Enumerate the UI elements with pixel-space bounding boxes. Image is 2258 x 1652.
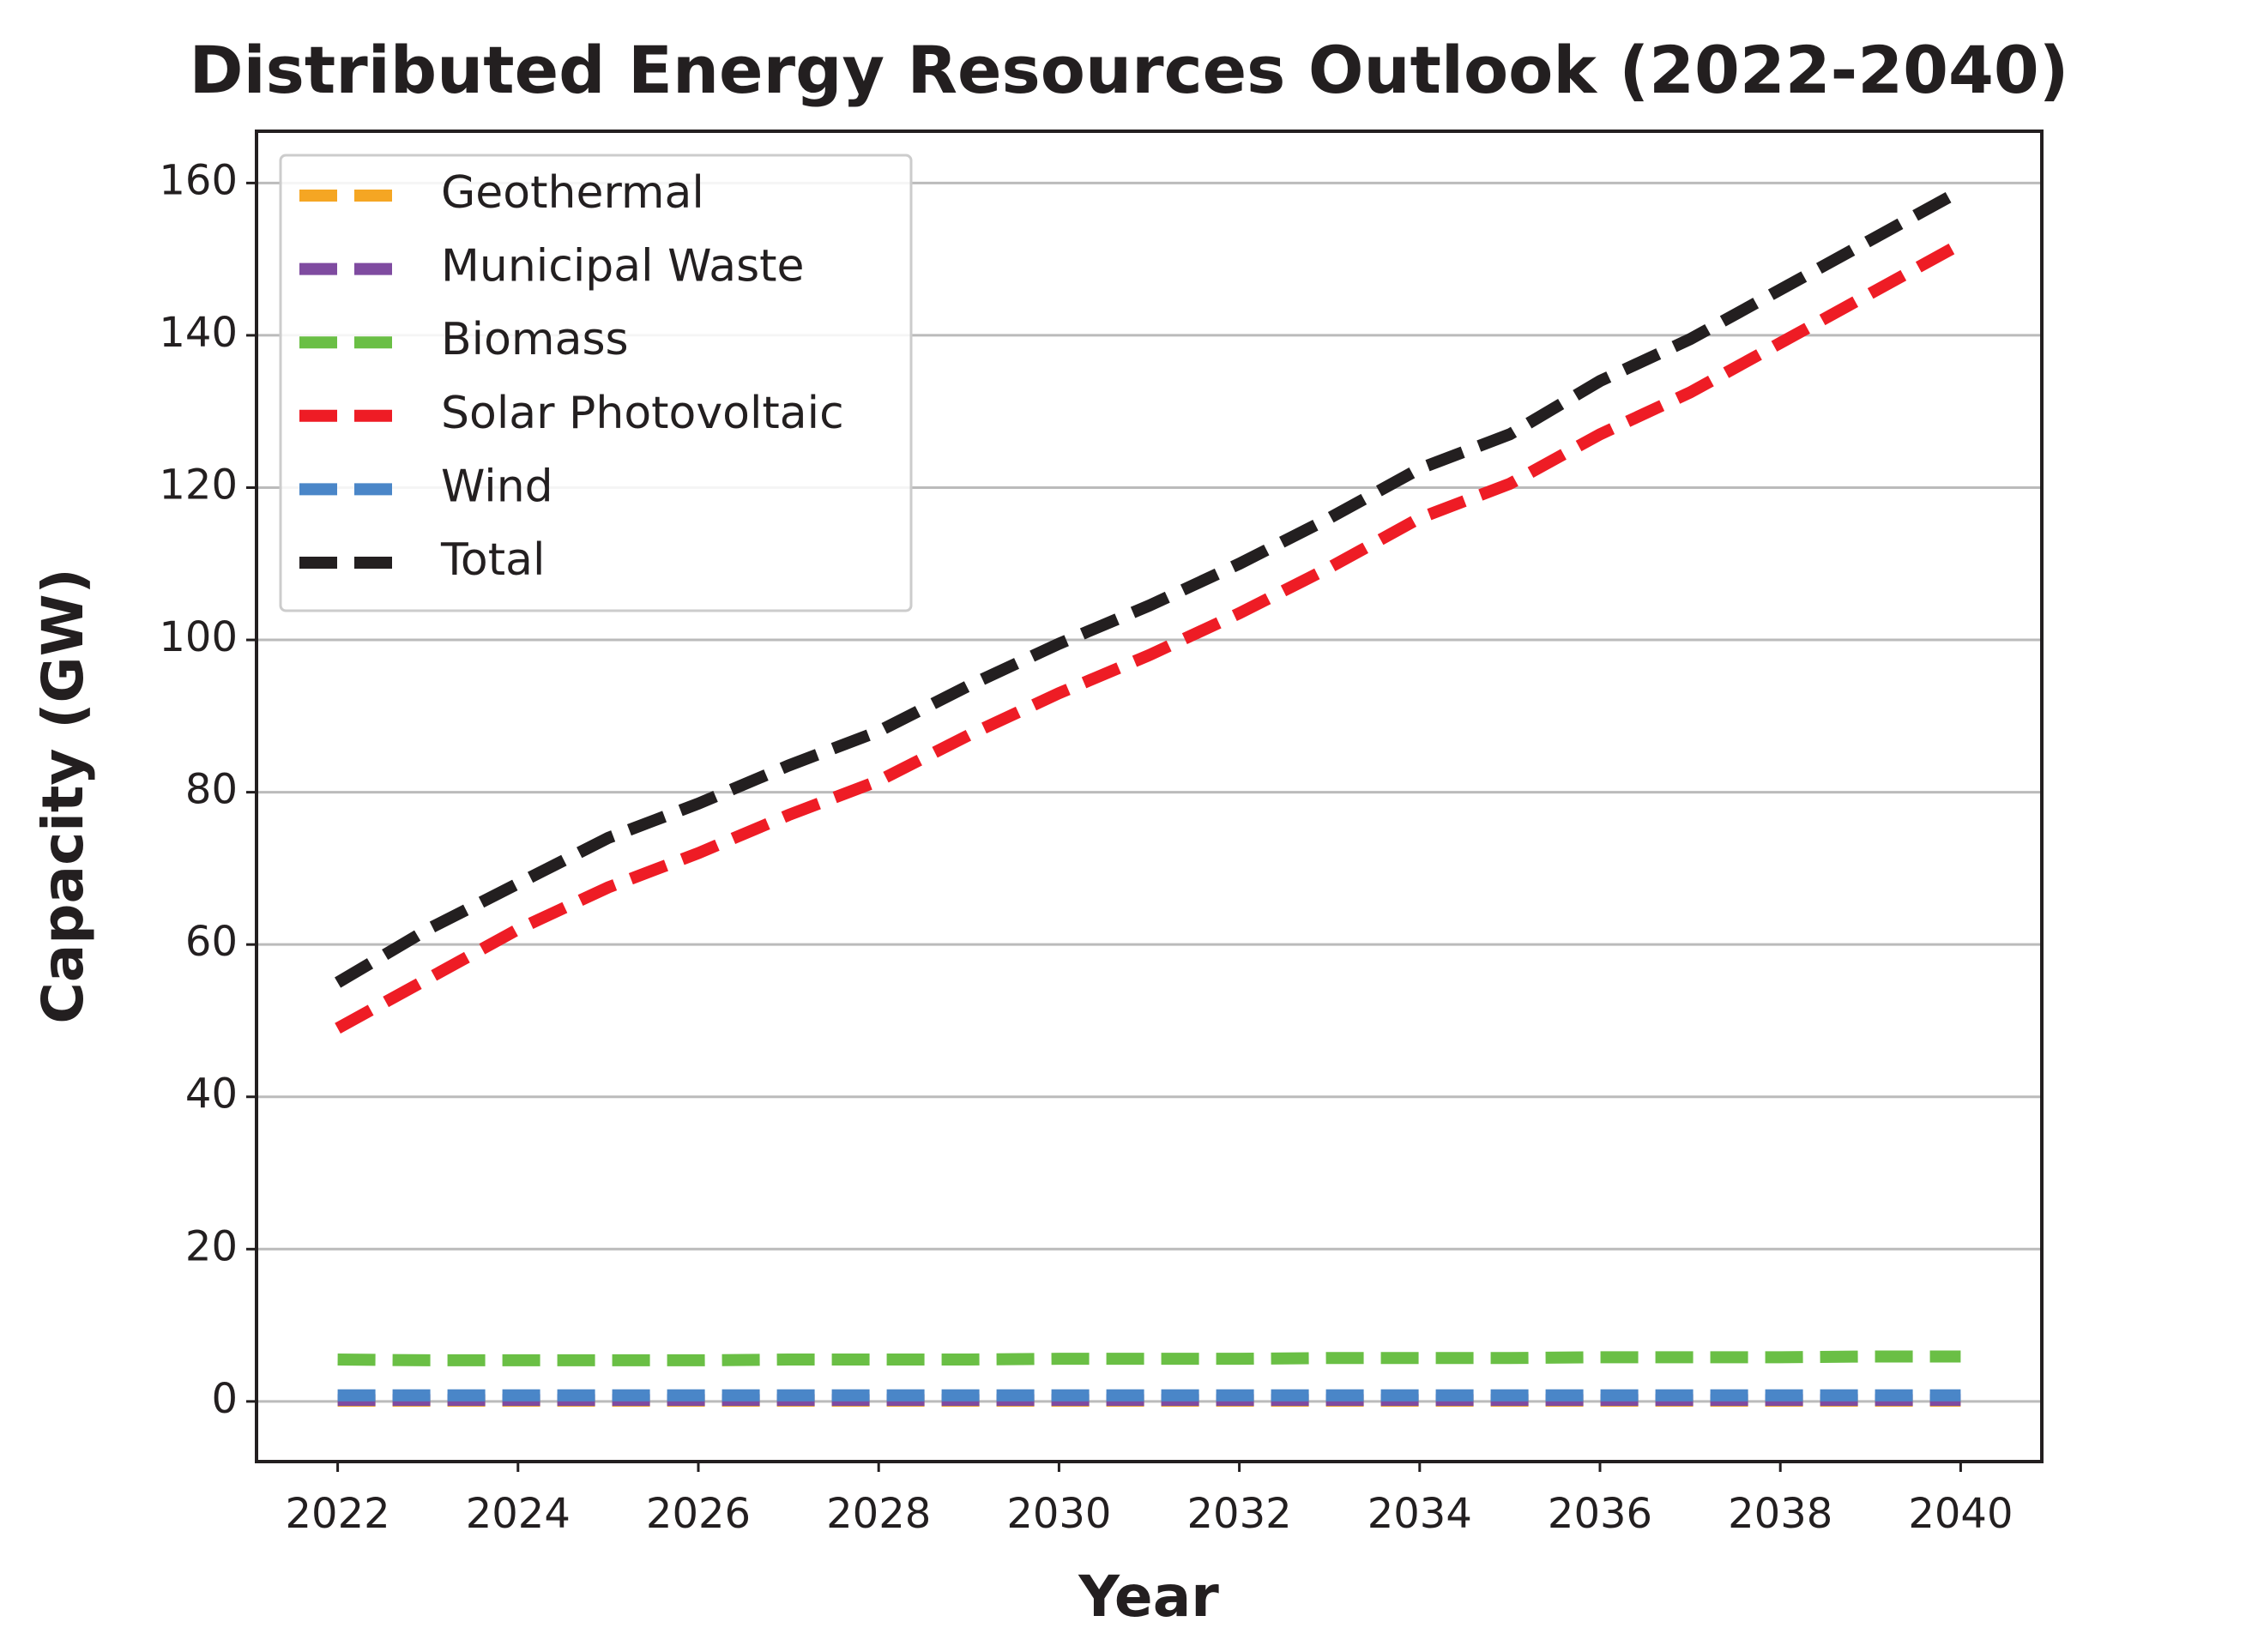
series-line xyxy=(337,1350,1961,1366)
y-tick-label: 160 xyxy=(159,156,238,204)
y-tick-label: 0 xyxy=(211,1375,238,1423)
chart-title: Distributed Energy Resources Outlook (20… xyxy=(190,32,2069,108)
x-tick-label: 2036 xyxy=(1548,1490,1652,1538)
legend-label: Total xyxy=(440,534,545,586)
legend-label: Municipal Waste xyxy=(441,241,805,292)
x-tick-label: 2022 xyxy=(286,1490,390,1538)
x-axis-label: Year xyxy=(1078,1564,1219,1630)
x-tick-label: 2040 xyxy=(1908,1490,2013,1538)
x-tick-label: 2032 xyxy=(1187,1490,1292,1538)
y-tick-label: 60 xyxy=(185,918,238,966)
x-tick-label: 2024 xyxy=(466,1490,571,1538)
y-tick-label: 120 xyxy=(159,461,238,509)
x-tick-label: 2028 xyxy=(826,1490,931,1538)
plot-frame xyxy=(255,130,2044,1463)
series-line xyxy=(335,185,1964,988)
x-tick-label: 2030 xyxy=(1006,1490,1111,1538)
x-tick-label: 2026 xyxy=(646,1490,751,1538)
x-tick-label: 2034 xyxy=(1367,1490,1472,1538)
y-tick-label: 20 xyxy=(185,1222,238,1270)
y-axis-label: Capacity (GW) xyxy=(30,568,96,1023)
legend-label: Solar Photovoltaic xyxy=(441,388,844,439)
y-tick-label: 100 xyxy=(159,613,238,661)
y-tick-label: 40 xyxy=(185,1070,238,1118)
series-line xyxy=(335,238,1964,1034)
legend-label: Wind xyxy=(441,461,553,512)
y-tick-label: 80 xyxy=(185,766,238,814)
legend-label: Geothermal xyxy=(441,167,704,219)
y-tick-label: 140 xyxy=(159,309,238,357)
legend-label: Biomass xyxy=(441,314,629,365)
legend-box xyxy=(279,154,913,612)
x-tick-label: 2038 xyxy=(1728,1490,1832,1538)
